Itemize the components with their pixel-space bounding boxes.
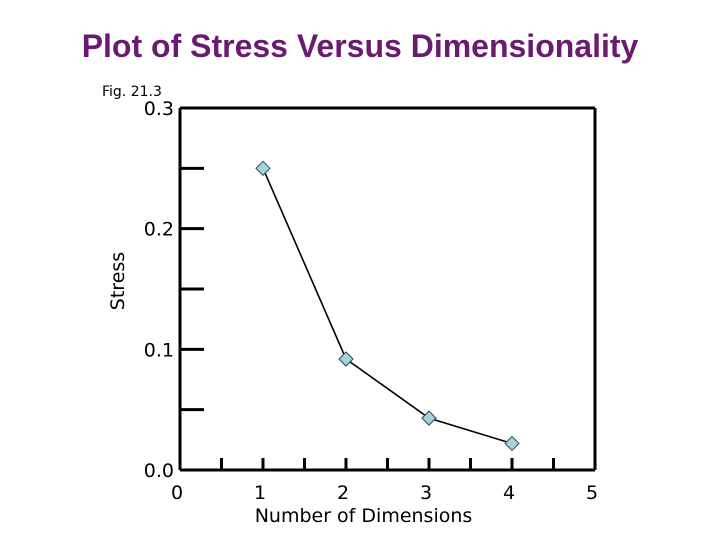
data-point-marker xyxy=(255,160,271,177)
data-point-marker xyxy=(338,351,354,367)
stress-line xyxy=(262,168,513,445)
tick-labels: 0.0 0.1 0.2 0.3 0 1 2 3 4 5 xyxy=(144,98,598,504)
plot-frame xyxy=(178,106,597,472)
y-tick-label: 0.2 xyxy=(144,219,174,241)
x-tick-label: 0 xyxy=(171,482,183,504)
chart-title: Plot of Stress Versus Dimensionality xyxy=(81,28,639,64)
series-markers xyxy=(255,160,520,452)
series-line xyxy=(262,168,513,445)
x-tick-label: 1 xyxy=(254,482,266,504)
y-tick-label: 0.0 xyxy=(144,460,174,482)
data-point-marker xyxy=(504,435,520,452)
data-point-marker xyxy=(421,410,437,426)
y-axis-label: Stress xyxy=(107,252,129,310)
figure-label: Fig. 21.3 xyxy=(102,84,162,100)
x-tick-label: 2 xyxy=(337,482,349,504)
y-tick-label: 0.3 xyxy=(144,98,174,120)
x-tick-label: 4 xyxy=(503,482,515,504)
x-axis-label: Number of Dimensions xyxy=(255,505,473,527)
x-tick-label: 5 xyxy=(586,482,598,504)
y-tick-label: 0.1 xyxy=(144,339,174,361)
x-tick-label: 3 xyxy=(420,482,432,504)
axis-ticks xyxy=(178,106,597,472)
